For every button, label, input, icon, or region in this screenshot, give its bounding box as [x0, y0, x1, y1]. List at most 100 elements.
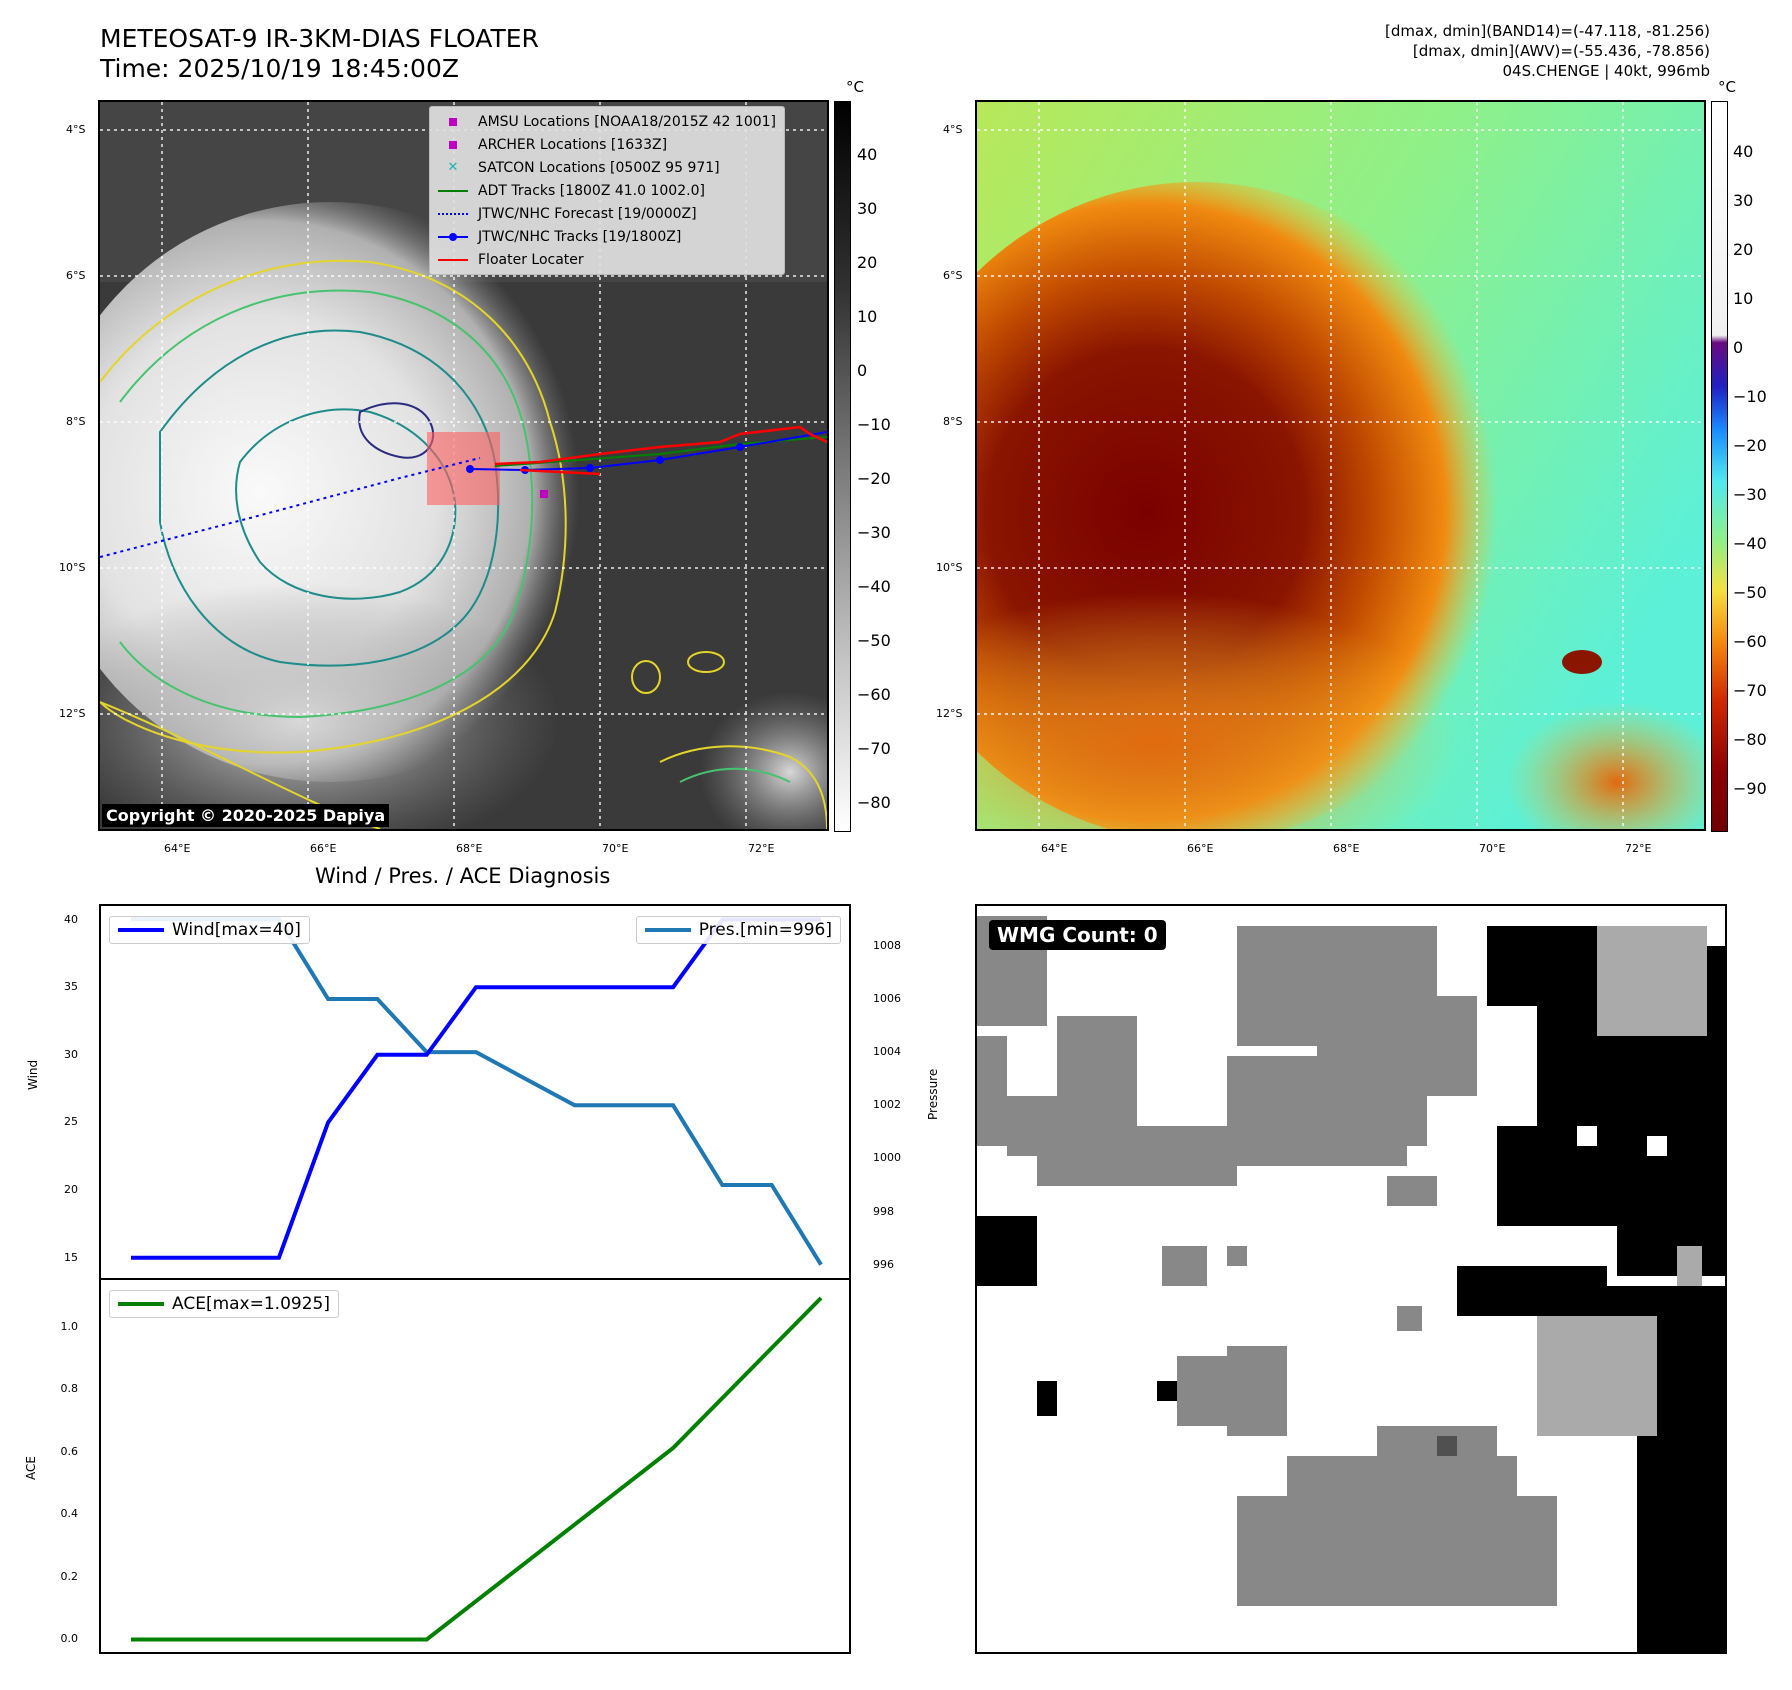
awv-lon-tick: 70°E [1479, 842, 1506, 855]
awv-lat-tick: 8°S [943, 415, 963, 428]
awv-cb-tick: −90 [1733, 779, 1767, 798]
ace-tick: 0.0 [60, 1632, 79, 1646]
wind-tick: 25 [64, 1115, 78, 1129]
ir-lat-tick: 12°S [59, 707, 86, 720]
pres-tick: 1008 [873, 938, 901, 952]
pres-tick: 996 [873, 1257, 894, 1271]
legend-jtwc-forecast: JTWC/NHC Forecast [19/0000Z] [438, 202, 776, 225]
info-storm: 04S.CHENGE | 40kt, 996mb [1502, 62, 1710, 80]
awv-image-panel [975, 100, 1706, 831]
info-band14: [dmax, dmin](BAND14)=(-47.118, -81.256) [1385, 22, 1710, 40]
copyright-label: Copyright © 2020-2025 Dapiya [102, 804, 390, 827]
wmg-count-badge: WMG Count: 0 [989, 920, 1166, 950]
awv-cb-tick: −40 [1733, 534, 1767, 553]
awv-lat-tick: 6°S [943, 269, 963, 282]
ir-cb-tick: −20 [857, 469, 891, 488]
series-line-ace-svg [131, 1296, 823, 1642]
wmg-image [977, 916, 1725, 1652]
ir-lon-tick: 68°E [456, 842, 483, 855]
ace-tick: 0.2 [60, 1569, 79, 1583]
wind-tick: 40 [64, 912, 78, 926]
pres-tick: 1006 [873, 992, 901, 1005]
series-line-wp-svg [131, 917, 821, 1260]
ir-cb-tick: 40 [857, 145, 878, 164]
wind-tick: 35 [64, 980, 78, 994]
ir-lat-tick: 4°S [66, 123, 86, 136]
ir-lon-tick: 70°E [602, 842, 629, 855]
ir-cb-tick: 20 [857, 253, 878, 272]
awv-image [977, 102, 1704, 829]
ir-legend: AMSU Locations [NOAA18/2015Z 42 1001] AR… [429, 106, 786, 275]
ir-cb-tick: 0 [857, 361, 868, 380]
awv-lat-tick: 4°S [943, 123, 963, 136]
awv-cb-tick: 10 [1733, 289, 1754, 308]
info-awv: [dmax, dmin](AWV)=(-55.436, -78.856) [1412, 42, 1710, 60]
ir-cb-tick: −50 [857, 631, 891, 650]
awv-cb-tick: −60 [1733, 632, 1767, 651]
ir-lon-tick: 64°E [164, 842, 191, 855]
ace-plot: ACE[max=1.0925] [99, 1278, 851, 1654]
figure-title: METEOSAT-9 IR-3KM-DIAS FLOATER [100, 24, 539, 53]
ir-colorbar [834, 101, 851, 832]
awv-colorbar [1711, 101, 1728, 832]
awv-lat-tick: 12°S [936, 707, 963, 720]
awv-cb-tick: −50 [1733, 583, 1767, 602]
legend-adt: ADT Tracks [1800Z 41.0 1002.0] [438, 179, 776, 202]
floater-locater-line [494, 425, 827, 466]
ir-cb-tick: −80 [857, 793, 891, 812]
awv-cb-tick: −80 [1733, 730, 1767, 749]
ir-cb-tick: −70 [857, 739, 891, 758]
jtwc-forecast-line [100, 457, 481, 558]
pres-ylabel: Pressure [926, 1068, 940, 1120]
ir-image-panel: AMSU Locations [NOAA18/2015Z 42 1001] AR… [98, 100, 829, 831]
ace-legend: ACE[max=1.0925] [109, 1290, 339, 1318]
awv-lon-tick: 72°E [1625, 842, 1652, 855]
legend-floater: Floater Locater [438, 248, 776, 271]
awv-cb-tick: 20 [1733, 240, 1754, 259]
pres-tick: 1002 [873, 1098, 901, 1112]
legend-satcon: ✕ SATCON Locations [0500Z 95 971] [447, 159, 720, 176]
awv-cb-tick: −20 [1733, 436, 1767, 455]
ace-ylabel: ACE [24, 1456, 38, 1480]
ir-colorbar-unit: °C [846, 78, 864, 96]
wind-tick: 30 [64, 1047, 78, 1061]
ir-lat-tick: 8°S [66, 415, 86, 428]
jtwc-track [469, 431, 827, 472]
awv-cb-tick: −10 [1733, 387, 1767, 406]
diagnosis-title: Wind / Pres. / ACE Diagnosis [315, 864, 611, 888]
ir-lon-tick: 72°E [748, 842, 775, 855]
ace-tick: 0.4 [60, 1507, 79, 1521]
pres-tick: 1004 [873, 1045, 901, 1059]
ir-lat-tick: 10°S [59, 561, 86, 574]
ir-cb-tick: −30 [857, 523, 891, 542]
awv-lat-tick: 10°S [936, 561, 963, 574]
awv-colorbar-unit: °C [1718, 78, 1736, 96]
wind-tick: 15 [64, 1250, 78, 1264]
ir-cb-tick: 10 [857, 307, 878, 326]
awv-cb-tick: −70 [1733, 681, 1767, 700]
ir-lon-tick: 66°E [310, 842, 337, 855]
awv-lon-tick: 64°E [1041, 842, 1068, 855]
legend-amsu: AMSU Locations [NOAA18/2015Z 42 1001] [438, 110, 776, 133]
wind-tick: 20 [64, 1183, 78, 1197]
wind-legend: Wind[max=40] [109, 916, 310, 944]
ace-tick: 0.6 [60, 1444, 79, 1458]
ir-lat-tick: 6°S [66, 269, 86, 282]
ace-tick: 1.0 [60, 1319, 79, 1333]
wind-ylabel: Wind [26, 1059, 40, 1090]
awv-cb-tick: 30 [1733, 191, 1754, 210]
pres-tick: 998 [873, 1204, 894, 1218]
awv-cb-tick: 0 [1733, 338, 1744, 357]
ir-cb-tick: 30 [857, 199, 878, 218]
pres-legend: Pres.[min=996] [635, 916, 841, 944]
awv-cb-tick: −30 [1733, 485, 1767, 504]
figure-time: Time: 2025/10/19 18:45:00Z [100, 54, 459, 83]
pres-tick: 1000 [873, 1151, 901, 1165]
series-line-wp-svg [131, 917, 823, 1266]
ace-svg [131, 1296, 823, 1642]
amsu-marker [540, 490, 548, 498]
awv-lon-tick: 68°E [1333, 842, 1360, 855]
wind-pres-svg [131, 917, 823, 1266]
legend-archer: ARCHER Locations [1633Z] [438, 133, 776, 156]
awv-cb-tick: 40 [1733, 142, 1754, 161]
